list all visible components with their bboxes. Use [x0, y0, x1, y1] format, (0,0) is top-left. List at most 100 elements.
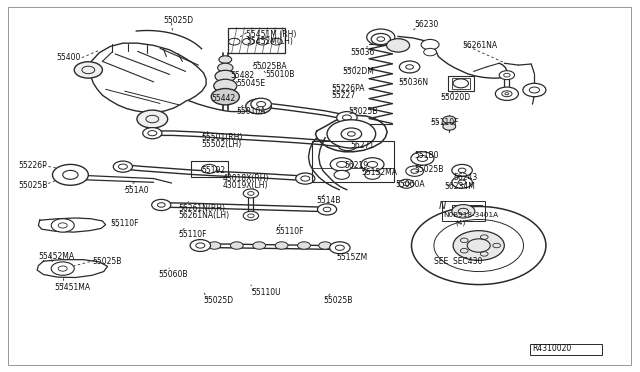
Circle shape	[334, 170, 349, 179]
Circle shape	[411, 152, 434, 165]
Circle shape	[495, 87, 518, 100]
Text: 56230: 56230	[415, 20, 439, 29]
Bar	[530, 344, 602, 355]
Text: (4): (4)	[456, 220, 466, 227]
Text: 56261N(RH): 56261N(RH)	[178, 204, 225, 213]
Circle shape	[215, 70, 236, 82]
Text: 43019X(LH): 43019X(LH)	[223, 181, 268, 190]
Text: 55110F: 55110F	[178, 230, 207, 239]
Text: 55451MA: 55451MA	[54, 283, 90, 292]
Text: 55452M(LH): 55452M(LH)	[246, 37, 293, 46]
Bar	[228, 28, 285, 53]
Circle shape	[190, 240, 211, 251]
Circle shape	[251, 98, 271, 110]
Circle shape	[387, 39, 410, 52]
Bar	[452, 78, 470, 89]
Circle shape	[219, 56, 232, 63]
Text: N: N	[439, 201, 446, 211]
Text: 55152MA: 55152MA	[362, 169, 397, 177]
Text: 56219: 56219	[344, 161, 369, 170]
Text: 55025B: 55025B	[18, 182, 47, 190]
Text: 55025D: 55025D	[163, 16, 193, 25]
Text: 55192: 55192	[202, 166, 226, 175]
Text: 55036: 55036	[351, 48, 375, 57]
Text: 55025BA: 55025BA	[253, 62, 287, 71]
Circle shape	[51, 219, 74, 232]
Circle shape	[365, 170, 380, 179]
Circle shape	[330, 158, 353, 171]
Text: 56234M: 56234M	[445, 182, 476, 191]
Text: R4310020: R4310020	[532, 344, 572, 353]
Circle shape	[143, 128, 162, 139]
Text: 55060A: 55060A	[396, 180, 425, 189]
Circle shape	[406, 166, 424, 176]
Circle shape	[243, 211, 259, 220]
Circle shape	[246, 99, 271, 114]
Text: 55025B: 55025B	[415, 165, 444, 174]
Circle shape	[51, 262, 74, 275]
Text: 5515ZM: 5515ZM	[336, 253, 367, 262]
Text: 55110F: 55110F	[430, 118, 459, 126]
Text: 55010B: 55010B	[266, 70, 295, 79]
Circle shape	[371, 33, 390, 45]
Text: 55025B: 55025B	[349, 107, 378, 116]
Circle shape	[443, 123, 456, 130]
Text: 55110F: 55110F	[275, 227, 304, 236]
Text: 55020D: 55020D	[440, 93, 470, 102]
Circle shape	[214, 79, 237, 93]
Text: 55442: 55442	[211, 94, 236, 103]
Text: 55045E: 55045E	[237, 79, 266, 88]
Circle shape	[211, 89, 239, 105]
Text: 55227: 55227	[332, 91, 356, 100]
Text: N0B918-3401A: N0B918-3401A	[443, 212, 498, 218]
Text: 56261NA(LH): 56261NA(LH)	[178, 211, 229, 219]
Circle shape	[361, 158, 384, 171]
Circle shape	[452, 164, 472, 176]
Text: 55110F: 55110F	[110, 219, 139, 228]
Circle shape	[113, 161, 132, 172]
Circle shape	[523, 83, 546, 97]
Circle shape	[74, 62, 102, 78]
Circle shape	[367, 29, 395, 45]
Text: 43018X(RH): 43018X(RH)	[223, 174, 269, 183]
Text: 55025B: 55025B	[323, 296, 353, 305]
Text: 55226PA: 55226PA	[332, 84, 365, 93]
Text: 55036N: 55036N	[398, 78, 428, 87]
Circle shape	[208, 242, 221, 249]
Text: 55451M (RH): 55451M (RH)	[246, 30, 297, 39]
Text: 55110U: 55110U	[251, 288, 280, 296]
Circle shape	[253, 242, 266, 249]
Text: 55010A: 55010A	[237, 107, 266, 116]
Circle shape	[452, 205, 475, 218]
Circle shape	[327, 120, 376, 148]
Circle shape	[330, 242, 350, 254]
Circle shape	[296, 173, 315, 184]
Text: 56271: 56271	[351, 141, 375, 150]
Circle shape	[337, 112, 357, 124]
Circle shape	[452, 176, 472, 188]
Bar	[191, 161, 228, 177]
Text: 5502DM: 5502DM	[342, 67, 374, 76]
Circle shape	[230, 242, 243, 249]
Text: 55025D: 55025D	[204, 296, 234, 305]
Text: 55482: 55482	[230, 71, 255, 80]
Circle shape	[317, 204, 337, 215]
Text: 55400: 55400	[56, 53, 81, 62]
Text: 55502(LH): 55502(LH)	[202, 140, 242, 149]
Circle shape	[424, 48, 436, 56]
Circle shape	[399, 61, 420, 73]
Text: 55025B: 55025B	[93, 257, 122, 266]
Circle shape	[412, 206, 546, 285]
Text: 551B0: 551B0	[415, 151, 439, 160]
Text: 55226P: 55226P	[18, 161, 47, 170]
Circle shape	[499, 71, 515, 80]
Circle shape	[421, 39, 439, 50]
Circle shape	[243, 189, 259, 198]
Text: 56243: 56243	[453, 173, 477, 182]
Circle shape	[137, 110, 168, 128]
Text: 56261NA: 56261NA	[462, 41, 497, 50]
Text: SEE  SEC430: SEE SEC430	[434, 257, 483, 266]
Circle shape	[275, 242, 288, 249]
Text: 55060B: 55060B	[159, 270, 188, 279]
Circle shape	[152, 199, 171, 211]
